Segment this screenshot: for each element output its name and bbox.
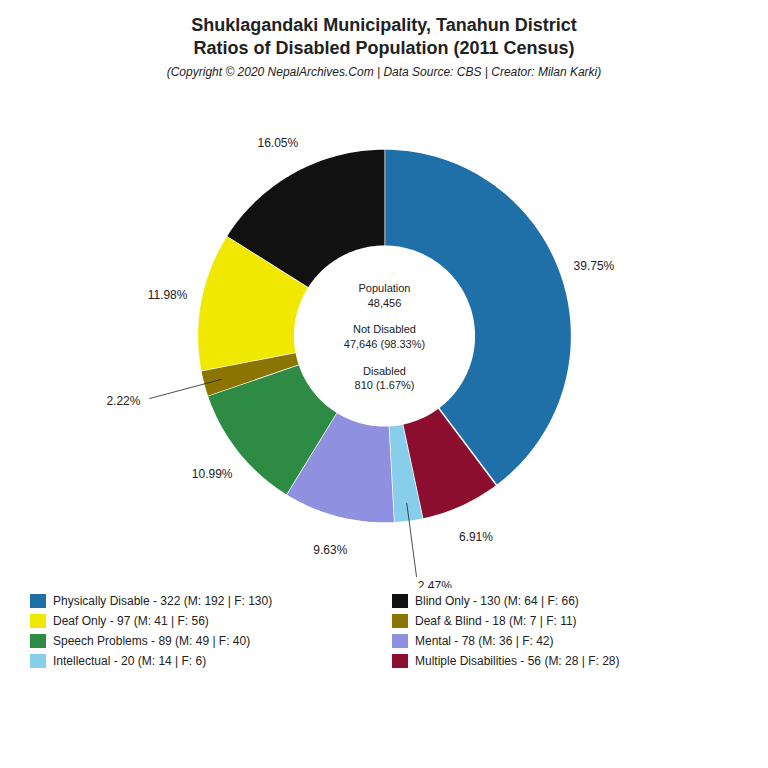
html-text:Multiple Disabilities - 56 (M:: Multiple Disabilities - 56 (M: 28 | F: 2… xyxy=(415,653,620,668)
svg-text:Disabled810 (1.67%): Disabled810 (1.67%) xyxy=(355,364,415,390)
html-text:Intellectual - 20 (M: 14 | F:: Intellectual - 20 (M: 14 | F: 6) xyxy=(53,653,207,668)
html-text:Deaf & Blind - 18 (M: 7 | F: 1: Deaf & Blind - 18 (M: 7 | F: 11) xyxy=(415,613,577,628)
svg-text:2.22%: 2.22% xyxy=(106,394,140,408)
html-text:Mental - 78 (M: 36 | F: 42): Mental - 78 (M: 36 | F: 42) xyxy=(415,633,554,648)
svg-text:Population48,456: Population48,456 xyxy=(359,282,411,308)
html-text:(Copyright © 2020 NepalArchive: (Copyright © 2020 NepalArchives.Com | Da… xyxy=(166,64,602,79)
svg-text:9.63%: 9.63% xyxy=(313,543,347,557)
svg-text:Not Disabled47,646 (98.33%): Not Disabled47,646 (98.33%) xyxy=(344,323,425,349)
svg-text:6.91%: 6.91% xyxy=(459,530,493,544)
svg-text:39.75%: 39.75% xyxy=(574,259,615,273)
html-text:Speech Problems - 89 (M: 49 |: Speech Problems - 89 (M: 49 | F: 40) xyxy=(53,633,251,648)
svg-text:16.05%: 16.05% xyxy=(257,135,298,149)
html-text:Blind Only - 130 (M: 64 | F: 6: Blind Only - 130 (M: 64 | F: 66) xyxy=(415,593,579,608)
html-text:Physically Disable - 322 (M: 1: Physically Disable - 322 (M: 192 | F: 13… xyxy=(53,593,273,608)
html-text:Deaf Only - 97 (M: 41 | F: 56): Deaf Only - 97 (M: 41 | F: 56) xyxy=(53,613,209,628)
svg-text:10.99%: 10.99% xyxy=(192,467,233,481)
svg-text:11.98%: 11.98% xyxy=(148,288,188,302)
html-text:Shuklagandaki Municipality, Ta: Shuklagandaki Municipality, Tanahun Dist… xyxy=(191,15,577,59)
svg-text:2.47%: 2.47% xyxy=(418,579,452,588)
